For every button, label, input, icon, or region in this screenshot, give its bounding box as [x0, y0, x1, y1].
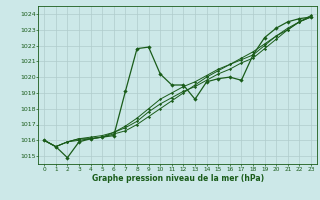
- X-axis label: Graphe pression niveau de la mer (hPa): Graphe pression niveau de la mer (hPa): [92, 174, 264, 183]
